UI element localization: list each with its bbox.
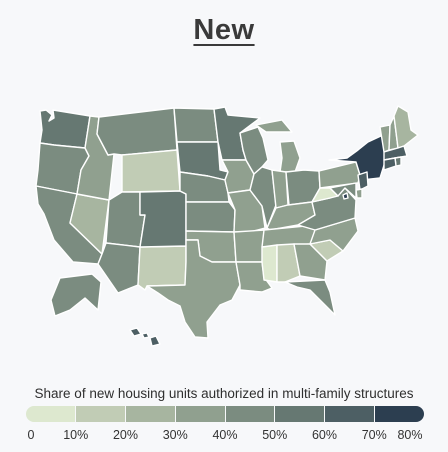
legend-tick-label: 60% (311, 428, 338, 442)
legend-tick-label: 10% (63, 428, 89, 442)
legend-tick-label: 40% (212, 428, 238, 442)
state-az (97, 242, 141, 294)
legend-tick-label: 20% (112, 428, 139, 442)
state-ks (185, 201, 236, 233)
legend-swatch (125, 406, 176, 422)
legend-tick-label: 50% (262, 428, 288, 442)
legend-swatch (175, 406, 226, 422)
state-nm (137, 245, 187, 291)
legend-tick-labels: 0 10% 20% 30% 40% 50% 60% 70% 80% (0, 428, 448, 444)
state-fl (284, 279, 336, 316)
state-md (329, 182, 357, 199)
state-al (276, 243, 301, 283)
state-ak (50, 273, 102, 317)
state-wy (121, 149, 181, 193)
state-wa (39, 109, 91, 149)
state-ct (383, 157, 397, 171)
state-ms (261, 244, 278, 283)
legend-swatch (375, 406, 424, 422)
legend-tick-label: 70% (361, 428, 387, 442)
legend-swatch (275, 406, 326, 422)
state-dc (342, 192, 349, 200)
state-me (393, 105, 419, 149)
state-ar (233, 229, 266, 263)
state-nj (357, 171, 369, 191)
map-title: New (193, 14, 255, 46)
legend-title: Share of new housing units authorized in… (34, 386, 414, 401)
state-nd (173, 107, 219, 143)
state-tx (146, 239, 241, 339)
legend-swatch (75, 406, 126, 422)
legend-tick-label: 80% (397, 428, 423, 442)
state-co (139, 190, 187, 248)
legend-swatch (225, 406, 276, 422)
legend-tick-label: 0 (27, 428, 35, 442)
state-hi (129, 327, 161, 347)
state-ut (105, 191, 146, 248)
state-mt (96, 107, 178, 156)
legend-tick-label: 30% (162, 428, 188, 442)
state-de (355, 188, 363, 199)
legend-swatch (26, 406, 76, 422)
legend-swatch (325, 406, 376, 422)
legend-color-bar (26, 406, 424, 422)
